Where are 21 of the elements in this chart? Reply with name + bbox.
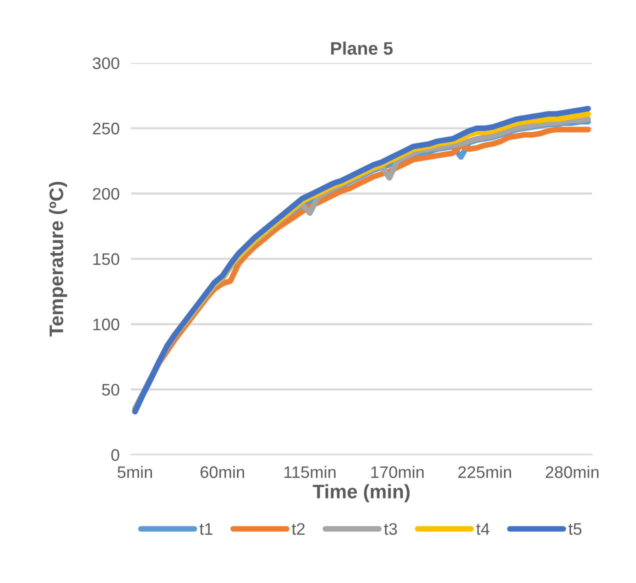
y-axis-title: Temperature (ºC)	[48, 182, 68, 337]
legend-label: t1	[200, 523, 212, 535]
x-tick-label: 170min	[371, 466, 424, 478]
y-tick-label: 0	[111, 449, 120, 461]
x-tick-label: 280min	[546, 466, 598, 478]
y-tick-label: 250	[92, 122, 120, 134]
x-axis-title: Time (min)	[312, 484, 410, 502]
x-tick-label: 60min	[200, 466, 244, 478]
y-tick-label: 200	[92, 188, 120, 200]
legend-label: t3	[384, 523, 397, 535]
chart-title: Plane 5	[331, 42, 393, 55]
legend-label: t2	[292, 523, 305, 535]
y-tick-label: 150	[93, 253, 120, 266]
x-tick-label: 225min	[458, 466, 512, 478]
y-tick-label: 100	[93, 318, 120, 330]
y-tick-label: 50	[102, 384, 120, 396]
x-tick-label: 5min	[118, 466, 152, 478]
x-tick-label: 115min	[284, 466, 336, 478]
y-tick-label: 300	[92, 57, 120, 70]
legend-label: t4	[476, 523, 490, 535]
legend-label: t5	[568, 523, 582, 535]
